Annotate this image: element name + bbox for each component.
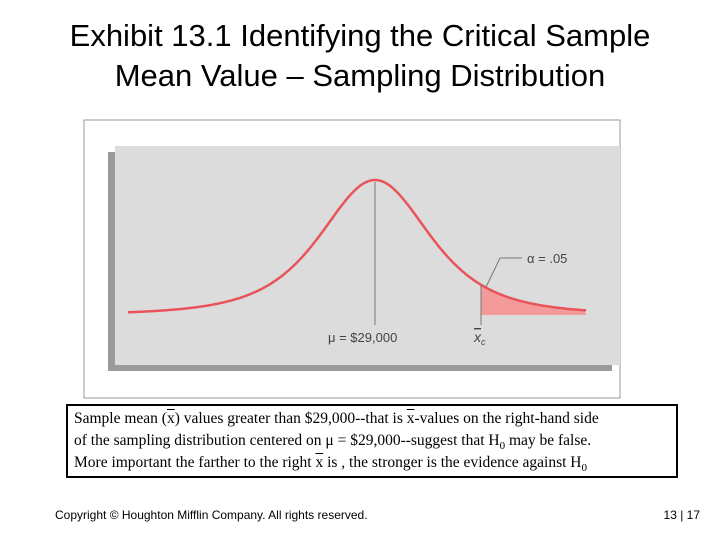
caption-text: More important the farther to the right [74,454,316,471]
caption-line: More important the farther to the right … [74,452,676,474]
caption-text: of the sampling distribution centered on… [74,432,500,449]
caption-text: 0 [581,462,587,475]
title-line: Mean Value – Sampling Distribution [114,58,606,93]
caption-text: ) values greater than $29,000--that is [174,410,407,427]
page-number: 13 | 17 [663,508,700,522]
caption-line: of the sampling distribution centered on… [74,430,676,452]
caption-text: -values on the right-hand side [414,410,599,427]
alpha-label: α = .05 [527,251,567,266]
caption-text: is , the stronger is the evidence agains… [323,454,582,471]
rejection-region [481,284,586,315]
caption-text: Sample mean ( [74,410,167,427]
mean-label: μ = $29,000 [328,330,397,345]
caption-text: x [315,454,324,471]
alpha-leader [485,257,522,288]
critical-label: xc [473,329,486,347]
caption-text: x [406,410,415,427]
caption-line: Sample mean (x) values greater than $29,… [74,408,676,430]
caption-text: x [166,410,175,427]
caption-text: may be false. [505,432,592,449]
title: Exhibit 13.1 Identifying the Critical Sa… [0,16,720,96]
distribution-curve [127,178,587,314]
caption: Sample mean (x) values greater than $29,… [66,404,678,478]
title-line: Exhibit 13.1 Identifying the Critical Sa… [69,18,651,53]
critical-label-sub: c [481,337,486,347]
critical-label-base: x [473,329,482,345]
caption-text: 0 [499,440,506,453]
copyright: Copyright © Houghton Mifflin Company. Al… [55,508,368,522]
